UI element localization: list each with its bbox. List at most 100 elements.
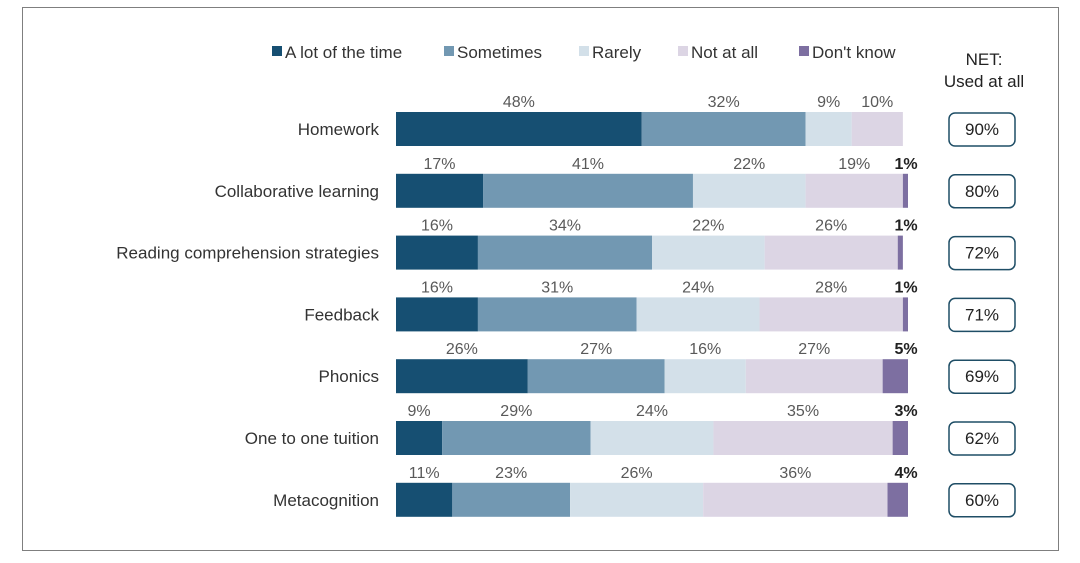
data-label: 32% bbox=[708, 94, 740, 111]
legend-label: Not at all bbox=[691, 43, 758, 62]
data-label: 35% bbox=[787, 403, 819, 420]
data-label: 26% bbox=[446, 341, 478, 358]
data-label: 27% bbox=[798, 341, 830, 358]
legend-label: A lot of the time bbox=[285, 43, 402, 62]
net-header: NET: Used at all bbox=[944, 50, 1024, 91]
category-label: Metacognition bbox=[273, 491, 379, 510]
bar-segment bbox=[396, 112, 642, 146]
data-label: 27% bbox=[580, 341, 612, 358]
bar-segment bbox=[452, 482, 571, 517]
bar-segment bbox=[442, 421, 591, 455]
bar-segment bbox=[396, 359, 528, 394]
net-value: 71% bbox=[965, 305, 999, 324]
chart-rows: Homework 48% 32% 9% 10% 90% Collaborative lear… bbox=[116, 94, 1016, 518]
bar-segment bbox=[477, 235, 652, 270]
bar-segment bbox=[805, 112, 852, 146]
net-box bbox=[948, 174, 1016, 209]
category-label: Collaborative learning bbox=[215, 182, 379, 201]
net-value: 69% bbox=[965, 367, 999, 386]
data-label: 34% bbox=[549, 218, 581, 235]
bar-segment bbox=[692, 173, 806, 208]
data-label: 23% bbox=[495, 465, 527, 482]
net-box bbox=[948, 235, 1016, 271]
bar-segment bbox=[641, 112, 806, 146]
bar-segment bbox=[703, 482, 888, 517]
bar-segment bbox=[483, 173, 693, 208]
bar-row: Reading comprehension strategies 16% 34% 22… bbox=[116, 218, 1016, 271]
net-value: 90% bbox=[965, 120, 999, 139]
bar-segment bbox=[897, 235, 903, 270]
data-label: 22% bbox=[692, 218, 724, 235]
bar-segment bbox=[887, 482, 908, 517]
bar-row: Collaborative learning 17% 41% 22% 19% 1% 80% bbox=[215, 156, 1016, 209]
bar-segment bbox=[527, 359, 665, 394]
data-label: 22% bbox=[733, 156, 765, 173]
data-label: 16% bbox=[689, 341, 721, 358]
bar-segment bbox=[636, 297, 760, 332]
legend-label: Rarely bbox=[592, 43, 642, 62]
data-label: 48% bbox=[503, 94, 535, 111]
data-label: 31% bbox=[541, 279, 573, 296]
legend-label: Don't know bbox=[812, 43, 896, 62]
bar-segment bbox=[396, 297, 478, 332]
bar-segment bbox=[851, 112, 903, 146]
legend: A lot of the time Sometimes Rarely Not at a… bbox=[272, 43, 896, 62]
category-label: Reading comprehension strategies bbox=[116, 244, 379, 263]
bar-segment bbox=[652, 235, 765, 270]
bar-segment bbox=[396, 235, 478, 270]
bar-segment bbox=[902, 297, 908, 332]
data-label: 1% bbox=[894, 156, 917, 173]
bar-segment bbox=[396, 173, 484, 208]
data-label: 36% bbox=[779, 465, 811, 482]
data-label: 5% bbox=[894, 341, 917, 358]
net-box bbox=[948, 297, 1016, 333]
data-label: 41% bbox=[572, 156, 604, 173]
bar-segment bbox=[882, 359, 908, 394]
bar-row: One to one tuition 9% 29% 24% 35% 3% 62% bbox=[245, 403, 1016, 456]
net-box bbox=[948, 112, 1016, 147]
data-label: 24% bbox=[682, 279, 714, 296]
data-label: 17% bbox=[424, 156, 456, 173]
bar-segment bbox=[396, 421, 443, 455]
data-label: 11% bbox=[409, 465, 440, 482]
net-box bbox=[948, 483, 1016, 518]
data-label: 29% bbox=[500, 403, 532, 420]
net-box bbox=[948, 421, 1016, 456]
net-value: 72% bbox=[965, 244, 999, 263]
bar-segment bbox=[902, 173, 908, 208]
bar-segment bbox=[745, 359, 883, 394]
category-label: Feedback bbox=[304, 305, 379, 324]
bar-segment bbox=[477, 297, 637, 332]
bar-row: Homework 48% 32% 9% 10% 90% bbox=[298, 94, 1016, 147]
legend-swatch bbox=[799, 46, 809, 56]
bar-row: Feedback 16% 31% 24% 28% 1% 71% bbox=[304, 279, 1016, 333]
data-label: 1% bbox=[894, 218, 917, 235]
data-label: 10% bbox=[861, 94, 893, 111]
data-label: 9% bbox=[407, 403, 430, 420]
legend-label: Sometimes bbox=[457, 43, 542, 62]
data-label: 16% bbox=[421, 218, 453, 235]
data-label: 4% bbox=[894, 465, 917, 482]
legend-swatch bbox=[272, 46, 282, 56]
net-value: 60% bbox=[965, 491, 999, 510]
data-label: 28% bbox=[815, 279, 847, 296]
legend-swatch bbox=[678, 46, 688, 56]
net-title-line1: NET: bbox=[966, 50, 1003, 69]
data-label: 26% bbox=[815, 218, 847, 235]
category-label: Homework bbox=[298, 120, 380, 139]
chart-frame bbox=[22, 7, 1059, 551]
bar-row: Phonics 26% 27% 16% 27% 5% 69% bbox=[319, 341, 1016, 394]
category-label: Phonics bbox=[319, 367, 379, 386]
bar-segment bbox=[759, 297, 903, 332]
net-value: 80% bbox=[965, 182, 999, 201]
data-label: 3% bbox=[894, 403, 917, 420]
bar-segment bbox=[805, 173, 903, 208]
data-label: 19% bbox=[838, 156, 870, 173]
data-label: 26% bbox=[621, 465, 653, 482]
data-label: 16% bbox=[421, 279, 453, 296]
net-title-line2: Used at all bbox=[944, 72, 1024, 91]
net-value: 62% bbox=[965, 429, 999, 448]
bar-segment bbox=[664, 359, 746, 394]
data-label: 9% bbox=[817, 94, 840, 111]
